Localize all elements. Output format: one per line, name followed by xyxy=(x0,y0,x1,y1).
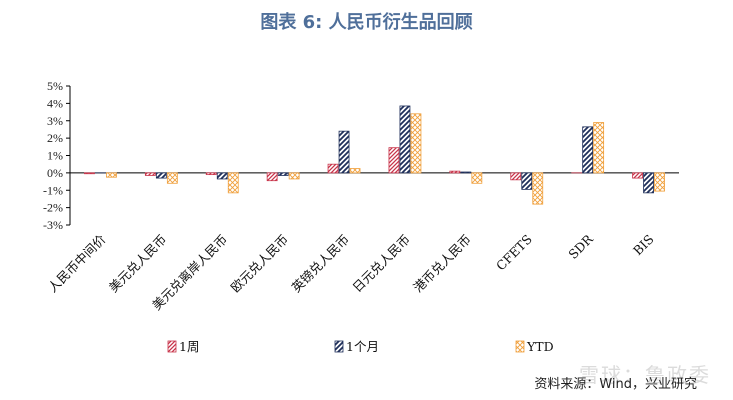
legend-label: 1个月 xyxy=(346,339,379,354)
bar-month xyxy=(460,171,472,174)
bar-ytd xyxy=(288,172,300,180)
bar-ytd xyxy=(471,172,483,184)
bar-ytd xyxy=(532,172,544,205)
bar-week xyxy=(266,172,278,182)
bar-month xyxy=(582,126,594,174)
bar-week xyxy=(510,172,522,181)
category-label: SDR xyxy=(565,231,596,262)
y-tick-label: -2% xyxy=(43,201,63,215)
bar-ytd xyxy=(166,172,178,184)
bar-month xyxy=(643,172,654,194)
bar-ytd xyxy=(227,172,239,194)
source-note: 资料来源：Wind，兴业研究 xyxy=(534,377,697,392)
category-label: BIS xyxy=(630,232,657,259)
bar-month xyxy=(277,172,289,176)
bar-week xyxy=(449,170,461,174)
legend: 1周 1个月 YTD xyxy=(167,339,554,354)
watermark: 雪球：鲁政委 xyxy=(579,363,711,387)
y-tick-label: 3% xyxy=(47,114,63,128)
category-label: 港币兑人民币 xyxy=(410,232,474,296)
legend-label: YTD xyxy=(526,339,554,354)
bar-week xyxy=(632,172,643,179)
category-label: 日元兑人民币 xyxy=(349,232,413,296)
chart-title: 图表 6: 人民币衍生品回顾 xyxy=(260,12,473,33)
bars xyxy=(84,105,665,205)
category-label: 美元兑人民币 xyxy=(106,232,170,296)
bar-month xyxy=(216,172,228,180)
bar-week xyxy=(144,172,156,176)
category-label: CFETS xyxy=(493,232,535,274)
y-tick-label: 4% xyxy=(47,96,63,110)
y-tick-label: 1% xyxy=(47,149,63,163)
y-tick-label: 0% xyxy=(47,166,63,180)
x-axis-labels: 人民币中间价美元兑人民币美元兑离岸人民币欧元兑人民币英镑兑人民币日元兑人民币港币… xyxy=(45,231,657,313)
y-tick-label: 5% xyxy=(47,79,63,93)
bar-week xyxy=(84,172,95,175)
bar-month xyxy=(521,172,533,190)
category-label: 人民币中间价 xyxy=(45,231,109,295)
bar-ytd xyxy=(410,113,422,174)
bar-week xyxy=(327,163,339,174)
legend-label: 1周 xyxy=(179,339,199,354)
legend-swatch xyxy=(515,340,525,353)
bar-week xyxy=(388,147,400,174)
y-tick-label: -3% xyxy=(43,218,63,232)
bar-ytd xyxy=(349,168,361,174)
category-label: 欧元兑人民币 xyxy=(228,232,292,296)
legend-swatch xyxy=(167,340,177,353)
bar-month xyxy=(338,130,350,174)
bar-ytd xyxy=(654,172,665,192)
bar-month xyxy=(399,105,411,174)
y-tick-label: 2% xyxy=(47,131,63,145)
y-tick-label: -1% xyxy=(43,183,63,197)
bar-week xyxy=(205,172,217,176)
bar-month xyxy=(155,172,167,179)
legend-swatch xyxy=(334,340,344,353)
bar-ytd xyxy=(593,122,605,174)
category-label: 英镑兑人民币 xyxy=(289,232,353,296)
bar-ytd xyxy=(106,172,117,178)
